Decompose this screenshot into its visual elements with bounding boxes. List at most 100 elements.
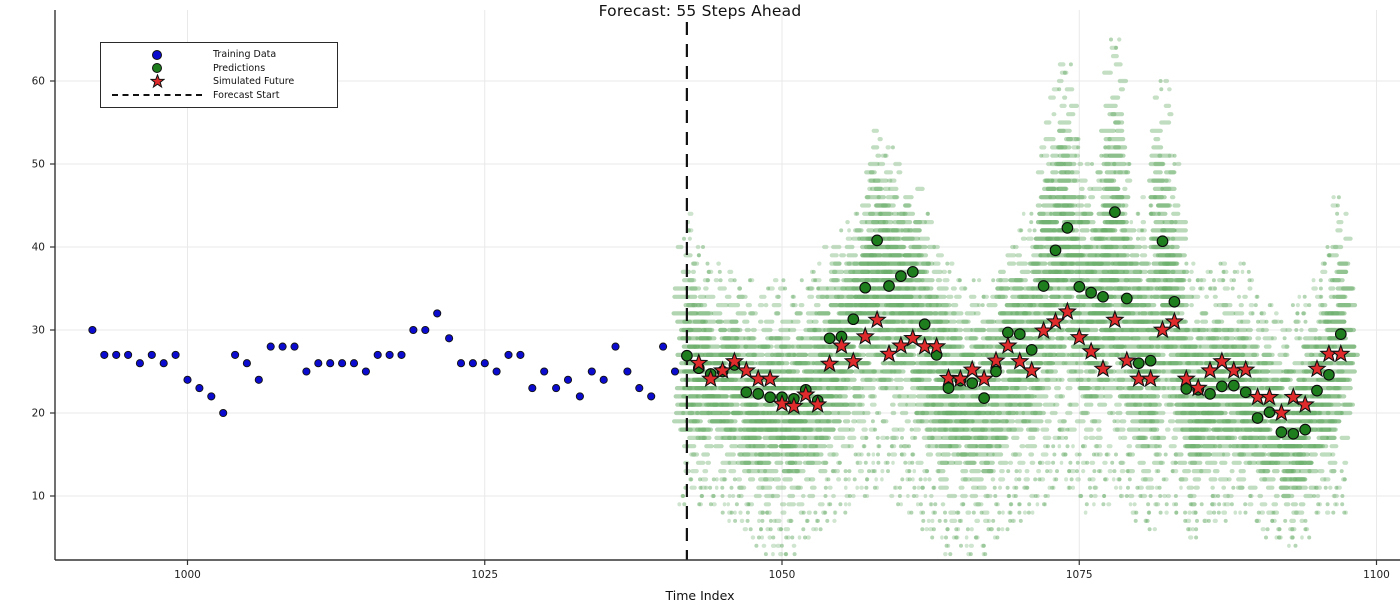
prediction-point — [1287, 427, 1300, 440]
simulated-future-point — [819, 353, 840, 373]
training-point — [183, 375, 192, 384]
prediction-point — [752, 388, 765, 400]
prediction-point — [1073, 280, 1086, 293]
simulated-future-point — [1271, 402, 1292, 422]
training-point — [611, 342, 620, 351]
prediction-point — [1049, 244, 1062, 257]
legend-label: Training Data — [213, 49, 277, 61]
prediction-point — [1180, 383, 1193, 395]
simulated-future-point — [1010, 351, 1030, 370]
simulated-future-point — [724, 351, 745, 370]
x-tick-label: 1000 — [174, 569, 201, 581]
simulated-future-point — [701, 368, 721, 388]
prediction-point — [764, 391, 776, 404]
prediction-point — [1311, 384, 1323, 397]
x-tick-label: 1025 — [471, 569, 498, 581]
training-point — [171, 350, 180, 359]
training-point — [670, 367, 680, 376]
prediction-point — [918, 318, 931, 331]
training-point — [635, 384, 644, 393]
training-point — [290, 342, 299, 351]
simulated-future-point — [926, 336, 947, 355]
simulated-future-point — [986, 350, 1006, 369]
training-point — [254, 375, 263, 384]
prediction-point — [1275, 426, 1288, 438]
simulated-future-point — [974, 368, 994, 388]
training-point — [266, 342, 275, 351]
prediction-point — [1120, 292, 1133, 305]
simulated-future-series — [689, 301, 1351, 422]
simulated-future-point — [1331, 343, 1351, 363]
prediction-point — [990, 365, 1002, 378]
training-point — [445, 334, 454, 343]
simulated-future-point — [772, 393, 792, 413]
simulated-future-point — [1033, 320, 1054, 340]
simulated-future-point — [1021, 360, 1042, 379]
legend-box: Training Data Predictions Simulated Futu… — [100, 42, 338, 108]
simulated-future-point — [962, 359, 982, 379]
training-point — [326, 359, 335, 368]
legend-item-forecast-start: Forecast Start — [101, 89, 337, 103]
simulated-future-point — [1057, 301, 1077, 320]
y-axis-ticks: 10 20 30 40 50 60 — [32, 76, 55, 503]
simulated-future-point — [1200, 360, 1220, 379]
training-point — [278, 342, 287, 351]
chart-title: Forecast: 55 Steps Ahead — [598, 2, 802, 20]
prediction-point — [871, 234, 883, 247]
training-point — [242, 359, 251, 368]
training-point — [599, 375, 608, 384]
training-point — [659, 342, 668, 351]
simulated-future-point — [1140, 368, 1161, 388]
prediction-point — [1144, 354, 1157, 367]
training-point — [159, 359, 168, 368]
x-tick-label: 1050 — [769, 569, 796, 581]
dashed-line-icon — [101, 94, 213, 97]
training-point — [528, 384, 537, 393]
prediction-point — [906, 266, 919, 278]
prediction-point — [1132, 357, 1145, 370]
simulated-future-point — [1307, 358, 1327, 378]
simulated-future-point — [1045, 311, 1066, 330]
training-point — [540, 367, 549, 376]
simulated-future-point — [808, 394, 828, 413]
prediction-point — [847, 313, 860, 326]
simulated-future-point — [1236, 359, 1256, 379]
simulated-future-point — [1188, 377, 1208, 397]
training-point — [314, 359, 323, 368]
legend-label: Forecast Start — [213, 89, 280, 101]
prediction-sample-cloud — [671, 37, 1360, 557]
training-series — [88, 309, 680, 418]
simulated-future-point — [1283, 387, 1303, 406]
prediction-point — [1204, 388, 1216, 400]
training-point — [647, 392, 656, 401]
simulated-future-point — [879, 343, 899, 363]
predictions-marker-icon — [101, 63, 213, 74]
training-point — [623, 367, 632, 376]
simulated-future-point — [1176, 368, 1196, 388]
prediction-point — [1227, 379, 1240, 392]
training-point — [373, 350, 382, 359]
simulated-future-point — [1259, 387, 1280, 406]
simulated-future-point — [784, 396, 804, 415]
prediction-point — [1109, 206, 1121, 218]
x-axis-ticks: 1000 1025 1050 1075 1100 — [174, 560, 1390, 581]
prediction-point — [1156, 235, 1169, 248]
training-point — [231, 350, 240, 359]
training-point — [147, 350, 156, 359]
training-point — [100, 350, 109, 359]
legend-label: Simulated Future — [213, 76, 295, 88]
y-tick-label: 30 — [32, 325, 45, 337]
prediction-point — [1025, 344, 1038, 356]
prediction-point — [1097, 290, 1109, 303]
prediction-point — [1251, 412, 1264, 424]
simulated-future-point — [689, 353, 709, 372]
y-tick-label: 40 — [32, 242, 45, 254]
y-tick-label: 20 — [32, 408, 45, 420]
simulated-future-point — [843, 351, 863, 370]
legend-item-training: Training Data — [101, 48, 337, 62]
x-tick-label: 1100 — [1363, 569, 1390, 581]
simulated-future-point — [760, 368, 780, 388]
training-point — [456, 359, 466, 368]
training-point — [361, 367, 370, 376]
y-tick-label: 60 — [32, 76, 45, 88]
